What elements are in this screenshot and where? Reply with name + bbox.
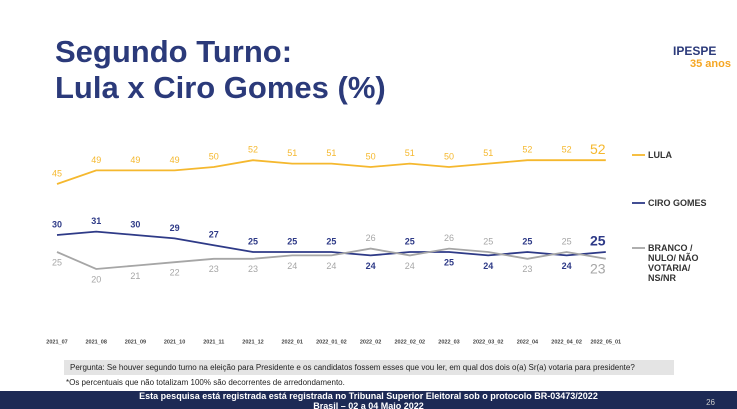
- data-label: 52: [590, 141, 606, 157]
- data-label: 52: [248, 145, 258, 155]
- x-tick-label: 2022_04: [517, 339, 539, 345]
- data-label: 24: [405, 261, 415, 271]
- data-label: 25: [326, 236, 336, 246]
- data-label: 20: [91, 274, 101, 284]
- data-label: 52: [522, 145, 532, 155]
- footer-text: Esta pesquisa está registrada está regis…: [139, 391, 598, 401]
- footer-text: Brasil – 02 a 04 Maio 2022: [313, 401, 424, 409]
- data-label: 24: [326, 261, 336, 271]
- data-label: 23: [590, 261, 606, 277]
- question: Pergunta: Se houver segundo turno na ele…: [64, 360, 674, 375]
- data-label: 30: [130, 219, 140, 229]
- legend-label: BRANCO / NULO/ NÃO VOTARIA/ NS/NR: [648, 243, 699, 283]
- logo: IPESPE: [673, 44, 717, 58]
- data-label: 23: [522, 264, 532, 274]
- data-label: 51: [326, 148, 336, 158]
- x-tick-label: 2022_03: [438, 339, 459, 345]
- x-tick-label: 2021_10: [164, 339, 185, 345]
- title: Segundo Turno:: [55, 34, 293, 69]
- title: Lula x Ciro Gomes (%): [55, 70, 386, 105]
- data-label: 29: [170, 223, 180, 233]
- data-label: 24: [366, 261, 376, 271]
- legend-label: CIRO GOMES: [648, 198, 707, 208]
- data-label: 24: [287, 261, 297, 271]
- data-label: 22: [170, 268, 180, 278]
- x-tick-label: 2022_02_02: [395, 339, 426, 345]
- data-label: 25: [287, 236, 297, 246]
- x-tick-label: 2022_01_02: [316, 339, 347, 345]
- x-tick-label: 2022_03_02: [473, 339, 504, 345]
- logo-sub: 35 anos: [690, 58, 731, 70]
- data-label: 25: [562, 236, 572, 246]
- data-label: 25: [444, 257, 454, 267]
- x-tick-label: 2022_05_01: [591, 339, 622, 345]
- data-label: 23: [209, 264, 219, 274]
- data-label: 49: [130, 155, 140, 165]
- data-label: 31: [91, 216, 101, 226]
- data-label: 25: [483, 236, 493, 246]
- data-label: 26: [366, 233, 376, 243]
- data-label: 24: [483, 261, 493, 271]
- data-label: 50: [444, 151, 454, 161]
- data-label: 26: [444, 233, 454, 243]
- series-line: [56, 159, 606, 185]
- data-label: 30: [52, 219, 62, 229]
- page-number: 26: [706, 398, 715, 407]
- data-label: 25: [248, 236, 258, 246]
- x-tick-label: 2021_09: [125, 339, 146, 345]
- data-label: 21: [130, 271, 140, 281]
- data-label: 51: [483, 148, 493, 158]
- x-tick-label: 2022_04_02: [551, 339, 582, 345]
- footer: Esta pesquisa está registrada está regis…: [0, 391, 737, 409]
- x-tick-label: 2022_02: [360, 339, 381, 345]
- x-tick-label: 2021_08: [85, 339, 106, 345]
- data-label: 25: [590, 233, 606, 249]
- x-tick-label: 2021_07: [46, 339, 67, 345]
- data-label: 52: [562, 145, 572, 155]
- data-label: 49: [170, 155, 180, 165]
- x-tick-label: 2021_11: [203, 339, 224, 345]
- x-tick-label: 2021_12: [242, 339, 263, 345]
- series-line: [56, 230, 606, 257]
- x-tick-label: 2022_01: [281, 339, 302, 345]
- data-label: 25: [522, 236, 532, 246]
- legend-label: LULA: [648, 150, 672, 160]
- footnote: *Os percentuais que não totalizam 100% s…: [66, 378, 345, 387]
- data-label: 25: [52, 257, 62, 267]
- data-label: 51: [287, 148, 297, 158]
- data-label: 45: [52, 168, 62, 178]
- data-label: 24: [562, 261, 572, 271]
- data-label: 51: [405, 148, 415, 158]
- data-label: 27: [209, 230, 219, 240]
- data-label: 23: [248, 264, 258, 274]
- data-label: 50: [366, 151, 376, 161]
- data-label: 25: [405, 236, 415, 246]
- data-label: 50: [209, 151, 219, 161]
- series-line: [56, 247, 606, 270]
- data-label: 49: [91, 155, 101, 165]
